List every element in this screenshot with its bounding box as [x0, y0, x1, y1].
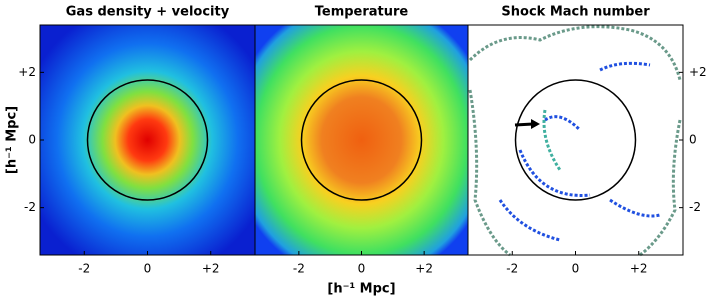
x-tick-label: 0: [358, 262, 366, 276]
y-tick-label: 0: [689, 133, 697, 147]
temperature-map: [255, 25, 468, 255]
y-tick-label: +2: [689, 65, 707, 79]
virial-circle: [300, 79, 423, 201]
mach-map: [468, 25, 683, 255]
density-map: [40, 25, 255, 255]
y-tick-label: +2: [18, 65, 36, 79]
panel-title: Shock Mach number: [501, 5, 650, 20]
x-axis-label: [h⁻¹ Mpc]: [327, 282, 395, 297]
x-tick-label: -2: [78, 262, 90, 276]
shock-features: [468, 25, 682, 257]
x-tick-label: 0: [572, 262, 580, 276]
y-tick-label: -2: [689, 200, 701, 214]
virial-circle: [86, 79, 209, 201]
panel-title: Temperature: [315, 5, 409, 20]
x-tick-label: -2: [293, 262, 305, 276]
x-tick-label: +2: [415, 262, 433, 276]
panel-title: Gas density + velocity: [66, 5, 230, 20]
y-tick-label: 0: [28, 133, 36, 147]
x-tick-label: -2: [506, 262, 518, 276]
y-tick-label: -2: [24, 200, 36, 214]
x-tick-label: 0: [144, 262, 152, 276]
virial-circle: [514, 79, 637, 201]
arrow-head: [531, 119, 540, 129]
x-tick-label: +2: [202, 262, 220, 276]
x-tick-label: +2: [630, 262, 648, 276]
y-axis-label: [h⁻¹ Mpc]: [5, 106, 20, 174]
